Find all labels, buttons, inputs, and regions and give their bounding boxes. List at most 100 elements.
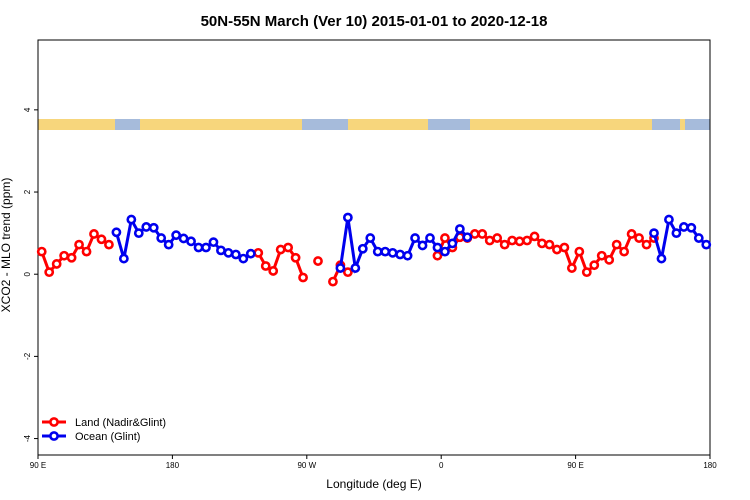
data-point — [626, 229, 637, 239]
data-point — [178, 233, 189, 244]
data-point — [604, 254, 615, 265]
data-point — [596, 250, 607, 261]
data-point — [133, 228, 144, 239]
data-point — [671, 228, 682, 239]
data-point — [208, 237, 219, 248]
x-tick-label: 90 W — [297, 461, 316, 470]
data-point — [357, 243, 368, 254]
data-point — [238, 253, 249, 264]
x-tick-label: 180 — [166, 461, 180, 470]
data-point — [432, 250, 443, 261]
data-point — [581, 267, 592, 278]
data-point — [693, 233, 704, 243]
y-tick-label: -2 — [23, 352, 32, 360]
y-axis-label: XCO2 - MLO trend (ppm) — [0, 178, 13, 313]
data-point — [566, 263, 577, 273]
data-point — [290, 252, 301, 263]
data-point — [350, 263, 361, 273]
data-point — [641, 239, 652, 250]
data-point — [477, 229, 488, 239]
data-point — [193, 242, 204, 253]
data-point — [589, 260, 600, 271]
data-point — [634, 233, 644, 243]
y-tick-label: 0 — [23, 271, 32, 276]
data-point — [649, 228, 659, 239]
legend-swatch-marker — [49, 431, 59, 441]
data-point — [440, 246, 450, 257]
data-point — [104, 239, 114, 250]
data-point — [537, 238, 547, 249]
data-point — [342, 267, 353, 278]
data-point — [529, 231, 540, 242]
data-point — [223, 247, 234, 258]
data-point — [216, 245, 226, 256]
data-point — [36, 246, 47, 257]
data-point — [89, 229, 99, 239]
data-point — [447, 238, 458, 249]
data-point — [492, 233, 503, 243]
y-tick-label: 4 — [23, 107, 32, 112]
data-point — [148, 222, 159, 233]
data-point — [499, 239, 510, 250]
data-point — [275, 244, 286, 255]
data-point — [171, 230, 182, 241]
data-point — [163, 239, 174, 250]
y-tick-label: -4 — [23, 434, 32, 442]
data-point — [619, 246, 630, 257]
data-point — [656, 253, 667, 264]
data-point — [514, 236, 525, 247]
data-point — [313, 256, 323, 266]
data-point — [268, 266, 279, 276]
data-point — [410, 233, 420, 243]
data-point — [328, 276, 338, 287]
data-point — [462, 232, 473, 243]
data-point — [201, 242, 211, 253]
data-point — [44, 267, 55, 278]
data-point — [611, 239, 622, 250]
data-point — [283, 242, 294, 253]
data-point — [126, 214, 137, 225]
data-point — [81, 246, 92, 257]
mask-band-land — [38, 119, 115, 130]
data-point — [574, 246, 585, 257]
data-point — [380, 246, 391, 257]
data-point — [96, 234, 107, 245]
data-point — [417, 240, 428, 251]
data-point — [552, 244, 562, 255]
data-point — [559, 242, 570, 253]
data-point — [469, 229, 480, 239]
data-point — [544, 239, 555, 250]
data-point — [686, 222, 697, 233]
data-point — [260, 261, 271, 271]
legend-swatch-marker — [49, 417, 59, 427]
data-point — [507, 235, 518, 246]
data-point — [245, 248, 256, 259]
data-point — [664, 214, 674, 225]
data-point — [440, 233, 450, 243]
legend-label: Ocean (Glint) — [75, 431, 140, 443]
data-point — [402, 250, 413, 261]
mask-band-land — [140, 119, 302, 130]
data-point — [454, 224, 465, 234]
data-point — [372, 246, 383, 257]
data-point — [156, 233, 167, 243]
chart-title: 50N-55N March (Ver 10) 2015-01-01 to 202… — [201, 13, 548, 30]
data-point — [387, 247, 398, 258]
data-point — [59, 250, 70, 261]
data-point — [298, 272, 308, 283]
data-point — [230, 249, 241, 260]
data-point — [51, 259, 62, 269]
mask-band-land — [470, 119, 652, 130]
data-point — [141, 222, 152, 232]
data-point — [186, 236, 196, 247]
data-point — [678, 222, 689, 232]
data-point — [365, 233, 376, 243]
data-point — [66, 252, 77, 263]
data-point — [395, 249, 406, 260]
x-tick-label: 0 — [439, 461, 444, 470]
data-point — [522, 235, 532, 246]
data-point — [111, 227, 122, 238]
x-tick-label: 90 E — [30, 461, 46, 470]
y-tick-label: 2 — [23, 189, 32, 194]
data-point — [701, 239, 712, 250]
